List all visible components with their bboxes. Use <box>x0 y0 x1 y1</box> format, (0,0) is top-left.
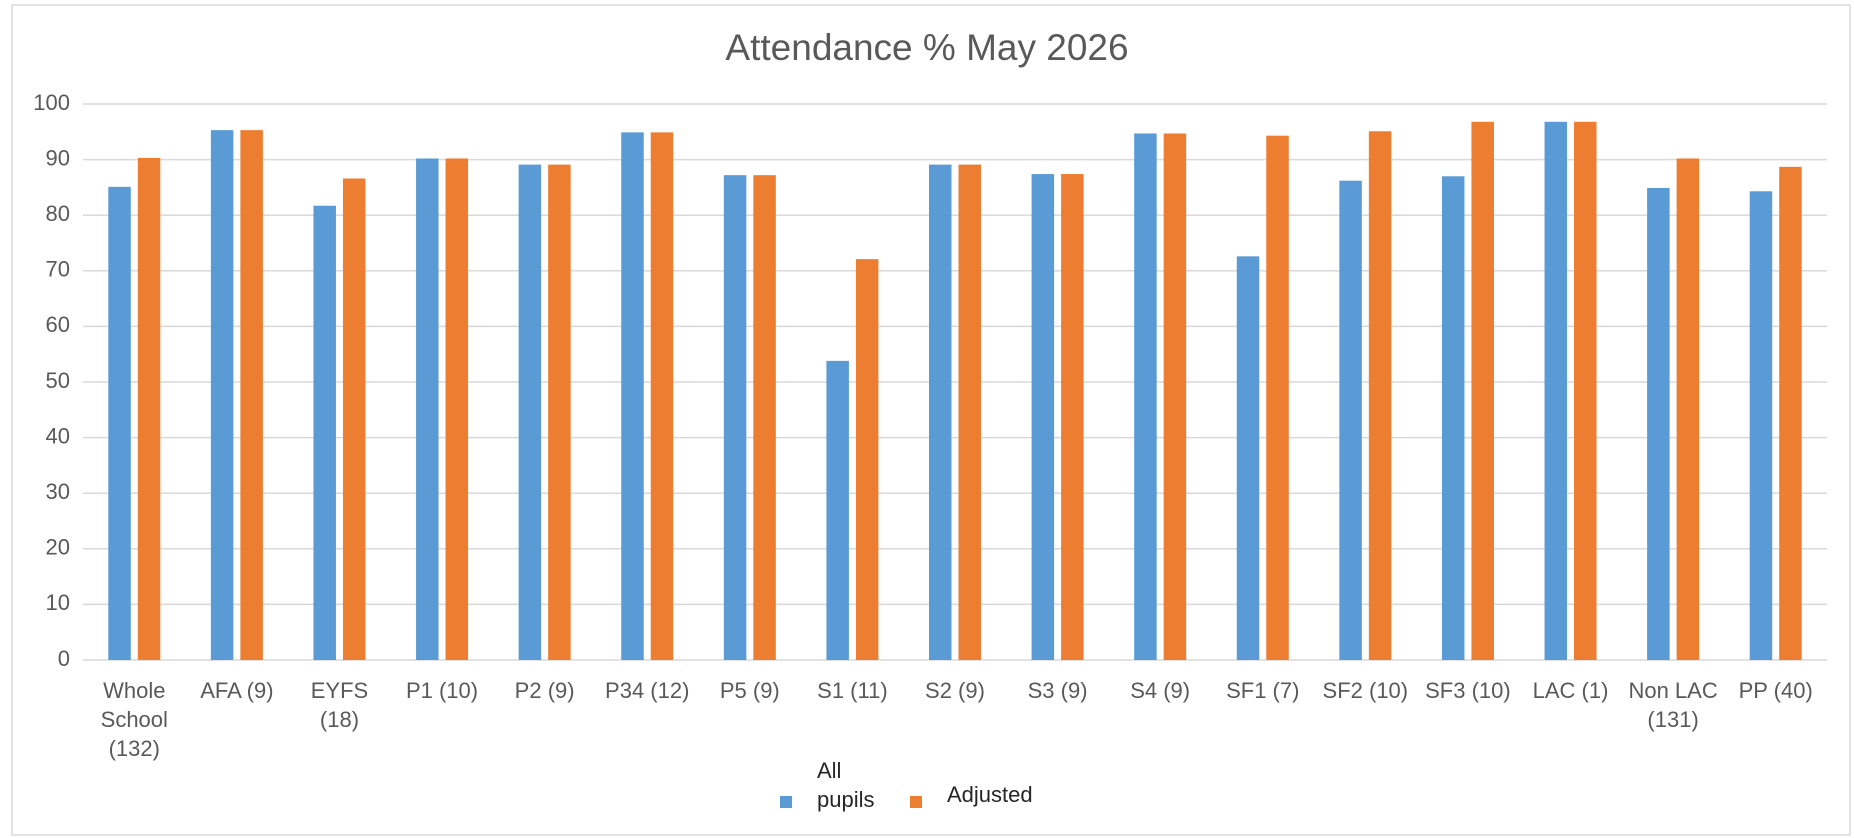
bar <box>1339 180 1362 660</box>
bar <box>1471 121 1494 661</box>
x-tick-label: SF2 (10) <box>1322 678 1409 703</box>
bar <box>548 164 571 660</box>
x-tick-label: SF1 (7) <box>1226 678 1300 703</box>
bar <box>1441 176 1465 660</box>
y-tick-label: 40 <box>46 423 70 448</box>
bar <box>1544 121 1568 661</box>
bar <box>753 175 776 660</box>
bar <box>137 157 161 660</box>
x-tick-label: P2 (9) <box>514 678 575 703</box>
bar <box>342 178 366 660</box>
legend-swatch <box>780 796 792 808</box>
bar <box>1061 174 1084 660</box>
x-tick-label: S4 (9) <box>1130 678 1191 703</box>
x-tick-label: SF3 (10) <box>1425 678 1511 703</box>
bar <box>1266 135 1289 660</box>
bar <box>621 132 644 660</box>
bar <box>445 158 469 660</box>
bar <box>1134 133 1157 660</box>
x-tick-label: P5 (9) <box>719 678 780 703</box>
x-tick-label: S2 (9) <box>925 678 985 703</box>
x-tick-label: S3 (9) <box>1027 678 1088 703</box>
y-tick-label: 70 <box>46 257 70 282</box>
x-tick-label: S1 (11) <box>817 678 888 703</box>
bar <box>1574 121 1597 661</box>
x-tick-label: P1 (10) <box>405 678 479 703</box>
x-tick-label: EYFS (18) <box>310 678 369 732</box>
legend-label: All pupils <box>817 758 875 812</box>
y-tick-label: 50 <box>46 368 70 393</box>
bar <box>1647 187 1670 660</box>
bar <box>1031 174 1055 660</box>
bar <box>826 360 849 660</box>
x-tick-label: AFA (9) <box>200 678 274 703</box>
bar <box>1779 166 1802 660</box>
bar <box>210 130 234 660</box>
legend-swatch <box>910 796 922 808</box>
bar <box>1368 131 1392 660</box>
y-tick-label: 100 <box>33 90 70 115</box>
bar <box>958 164 981 660</box>
y-tick-label: 30 <box>46 479 70 504</box>
bar <box>1163 133 1187 660</box>
y-tick-label: 20 <box>46 535 70 560</box>
bar <box>1236 256 1260 660</box>
y-tick-label: 10 <box>46 590 70 615</box>
legend-label: Adjusted <box>947 782 1033 807</box>
chart-title: Attendance % May 2026 <box>725 27 1128 68</box>
bar <box>929 164 952 660</box>
y-tick-label: 90 <box>46 145 70 170</box>
bar <box>1749 191 1773 661</box>
bar <box>855 259 879 660</box>
bar <box>240 130 263 660</box>
bar <box>518 164 542 660</box>
bar <box>313 205 336 661</box>
y-tick-label: 80 <box>46 201 70 226</box>
bar <box>1676 158 1700 660</box>
y-tick-label: 60 <box>46 312 70 337</box>
bar <box>723 175 747 660</box>
x-tick-label: P34 (12) <box>605 678 690 703</box>
bar <box>416 158 439 660</box>
x-tick-label: PP (40) <box>1738 678 1813 703</box>
x-tick-label: Whole School (132) <box>100 678 168 761</box>
bar <box>108 186 131 660</box>
x-tick-label: Non LAC (131) <box>1628 678 1718 732</box>
bar <box>650 132 674 660</box>
y-tick-label: 0 <box>58 646 70 671</box>
x-tick-label: LAC (1) <box>1532 678 1609 703</box>
